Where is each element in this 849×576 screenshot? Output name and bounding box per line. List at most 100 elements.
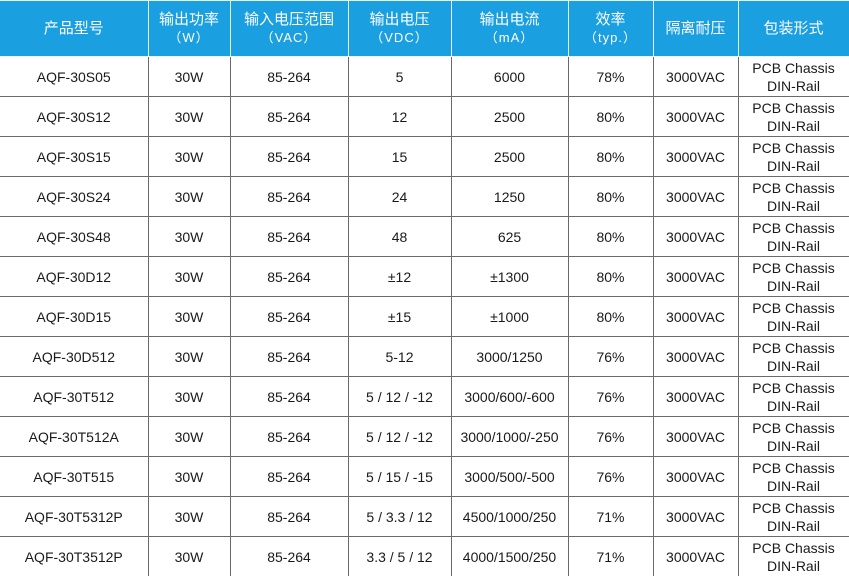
cell-input-voltage: 85-264	[229, 496, 349, 537]
cell-output-power: 30W	[147, 496, 231, 537]
cell-input-voltage: 85-264	[229, 56, 349, 97]
cell-input-voltage: 85-264	[229, 136, 349, 177]
cell-input-voltage: 85-264	[229, 336, 349, 377]
cell-model: AQF-30S15	[0, 136, 149, 177]
cell-output-current: ±1000	[450, 296, 569, 337]
cell-model: AQF-30T512A	[0, 416, 149, 457]
cell-package: PCB Chassis DIN-Rail	[737, 296, 849, 337]
header-output-power: 输出功率 （W）	[147, 0, 231, 57]
cell-efficiency: 80%	[567, 296, 654, 337]
cell-isolation-voltage: 3000VAC	[652, 456, 739, 497]
cell-output-current: 3000/1000/-250	[450, 416, 569, 457]
cell-output-voltage: ±12	[347, 256, 452, 297]
cell-output-voltage: 5 / 3.3 / 12	[347, 496, 452, 537]
cell-package: PCB Chassis DIN-Rail	[737, 416, 849, 457]
table-row: AQF-30S48 30W 85-264 48 625 80% 3000VAC PCB Cha…	[0, 216, 849, 257]
cell-package: PCB Chassis DIN-Rail	[737, 56, 849, 97]
package-line-1: PCB Chassis	[752, 339, 835, 356]
cell-model: AQF-30T5312P	[0, 496, 149, 537]
cell-input-voltage: 85-264	[229, 96, 349, 137]
cell-input-voltage: 85-264	[229, 416, 349, 457]
package-line-2: DIN-Rail	[767, 117, 820, 134]
cell-input-voltage: 85-264	[229, 256, 349, 297]
cell-model: AQF-30D12	[0, 256, 149, 297]
cell-output-current: 1250	[450, 176, 569, 217]
cell-model: AQF-30S24	[0, 176, 149, 217]
cell-output-voltage: 12	[347, 96, 452, 137]
cell-isolation-voltage: 3000VAC	[652, 96, 739, 137]
cell-isolation-voltage: 3000VAC	[652, 176, 739, 217]
cell-input-voltage: 85-264	[229, 456, 349, 497]
table-row: AQF-30S24 30W 85-264 24 1250 80% 3000VAC PCB Ch…	[0, 176, 849, 217]
cell-efficiency: 80%	[567, 216, 654, 257]
cell-input-voltage: 85-264	[229, 536, 349, 576]
package-line-1: PCB Chassis	[752, 139, 835, 156]
package-line-1: PCB Chassis	[752, 219, 835, 236]
cell-package: PCB Chassis DIN-Rail	[737, 256, 849, 297]
cell-isolation-voltage: 3000VAC	[652, 56, 739, 97]
cell-output-voltage: 5-12	[347, 336, 452, 377]
cell-output-current: 2500	[450, 136, 569, 177]
cell-efficiency: 80%	[567, 176, 654, 217]
table-row: AQF-30T3512P 30W 85-264 3.3 / 5 / 12 4000/15…	[0, 536, 849, 576]
cell-output-current: 6000	[450, 56, 569, 97]
table-row: AQF-30D12 30W 85-264 ±12 ±1300 80% 3000VAC PCB …	[0, 256, 849, 297]
cell-input-voltage: 85-264	[229, 296, 349, 337]
cell-isolation-voltage: 3000VAC	[652, 256, 739, 297]
package-line-1: PCB Chassis	[752, 99, 835, 116]
cell-isolation-voltage: 3000VAC	[652, 296, 739, 337]
cell-efficiency: 80%	[567, 96, 654, 137]
cell-efficiency: 76%	[567, 376, 654, 417]
package-line-2: DIN-Rail	[767, 517, 820, 534]
cell-efficiency: 78%	[567, 56, 654, 97]
cell-efficiency: 76%	[567, 336, 654, 377]
cell-input-voltage: 85-264	[229, 216, 349, 257]
header-efficiency: 效率 （typ.）	[567, 0, 654, 57]
cell-model: AQF-30T3512P	[0, 536, 149, 576]
cell-output-voltage: 5 / 12 / -12	[347, 416, 452, 457]
cell-output-power: 30W	[147, 56, 231, 97]
cell-output-current: 2500	[450, 96, 569, 137]
package-line-2: DIN-Rail	[767, 477, 820, 494]
cell-output-power: 30W	[147, 216, 231, 257]
table-row: AQF-30S05 30W 85-264 5 6000 78% 3000VAC PCB Cha…	[0, 56, 849, 97]
package-line-1: PCB Chassis	[752, 259, 835, 276]
package-line-1: PCB Chassis	[752, 539, 835, 556]
cell-output-power: 30W	[147, 376, 231, 417]
cell-output-voltage: 5 / 15 / -15	[347, 456, 452, 497]
cell-isolation-voltage: 3000VAC	[652, 416, 739, 457]
package-line-1: PCB Chassis	[752, 299, 835, 316]
cell-package: PCB Chassis DIN-Rail	[737, 536, 849, 576]
package-line-1: PCB Chassis	[752, 419, 835, 436]
package-line-2: DIN-Rail	[767, 437, 820, 454]
cell-output-power: 30W	[147, 96, 231, 137]
cell-output-power: 30W	[147, 136, 231, 177]
package-line-2: DIN-Rail	[767, 157, 820, 174]
package-line-2: DIN-Rail	[767, 277, 820, 294]
cell-input-voltage: 85-264	[229, 176, 349, 217]
header-output-voltage: 输出电压 （VDC）	[347, 0, 452, 57]
cell-isolation-voltage: 3000VAC	[652, 216, 739, 257]
header-package: 包装形式	[737, 0, 849, 57]
cell-input-voltage: 85-264	[229, 376, 349, 417]
cell-isolation-voltage: 3000VAC	[652, 536, 739, 576]
cell-model: AQF-30S12	[0, 96, 149, 137]
cell-output-power: 30W	[147, 336, 231, 377]
cell-model: AQF-30D512	[0, 336, 149, 377]
cell-output-voltage: 48	[347, 216, 452, 257]
package-line-1: PCB Chassis	[752, 179, 835, 196]
cell-package: PCB Chassis DIN-Rail	[737, 176, 849, 217]
cell-package: PCB Chassis DIN-Rail	[737, 216, 849, 257]
cell-package: PCB Chassis DIN-Rail	[737, 496, 849, 537]
cell-package: PCB Chassis DIN-Rail	[737, 336, 849, 377]
package-line-2: DIN-Rail	[767, 357, 820, 374]
table-row: AQF-30S12 30W 85-264 12 2500 80% 3000VAC PCB Ch…	[0, 96, 849, 137]
cell-efficiency: 80%	[567, 256, 654, 297]
cell-output-current: 3000/500/-500	[450, 456, 569, 497]
cell-package: PCB Chassis DIN-Rail	[737, 96, 849, 137]
package-line-1: PCB Chassis	[752, 499, 835, 516]
package-line-2: DIN-Rail	[767, 317, 820, 334]
package-line-2: DIN-Rail	[767, 557, 820, 574]
cell-output-voltage: 5 / 12 / -12	[347, 376, 452, 417]
